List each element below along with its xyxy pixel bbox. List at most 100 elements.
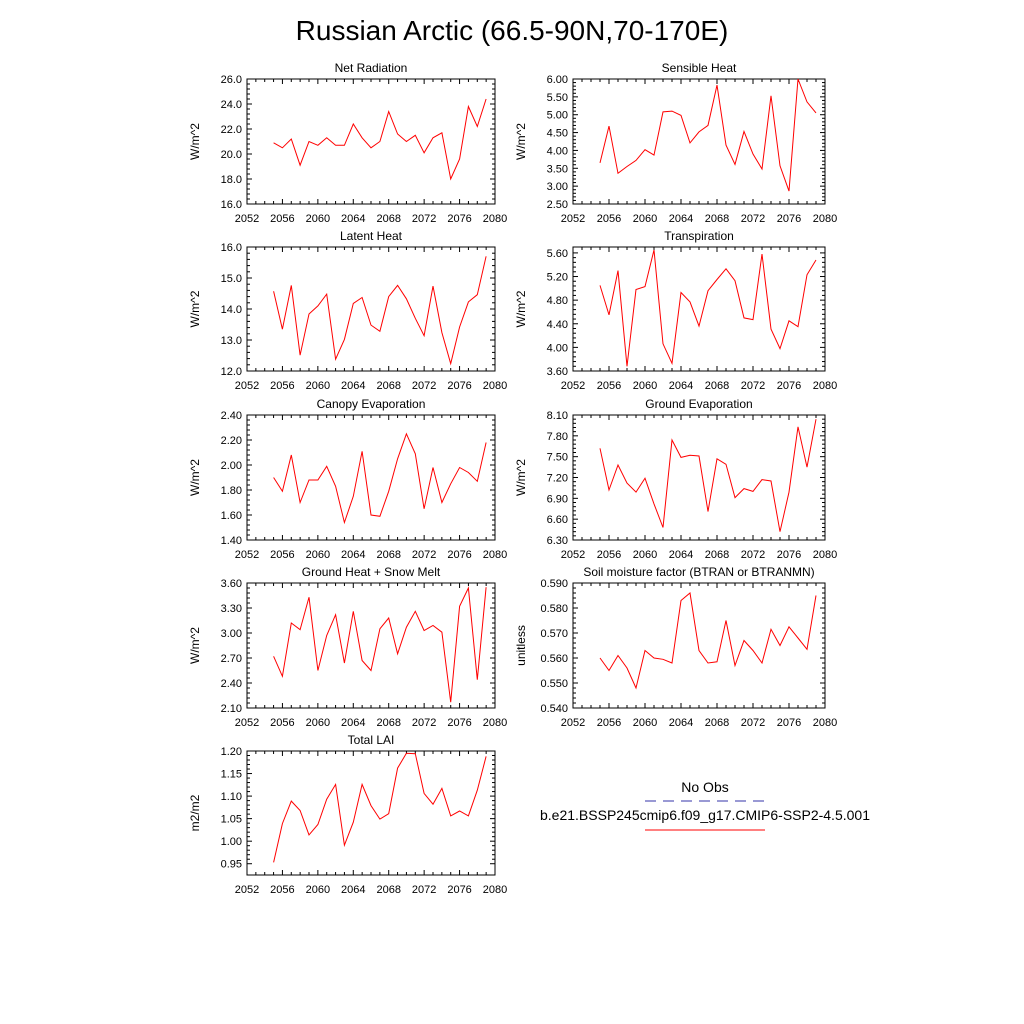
panel-title: Total LAI (348, 733, 395, 747)
y-tick-label: 5.50 (547, 92, 568, 104)
y-tick-label: 16.0 (221, 242, 242, 254)
x-tick-label: 2064 (669, 717, 693, 729)
y-tick-label: 22.0 (221, 124, 242, 136)
y-tick-label: 2.10 (221, 703, 242, 715)
y-tick-label: 16.0 (221, 199, 242, 211)
x-tick-label: 2052 (235, 717, 259, 729)
x-tick-label: 2060 (306, 213, 330, 225)
y-tick-label: 3.60 (221, 578, 242, 590)
x-tick-label: 2076 (447, 549, 471, 561)
x-tick-label: 2056 (270, 380, 294, 392)
panel-5: Canopy Evaporation W/m^2 2052 2056 2060 2064 2… (188, 397, 507, 561)
y-tick-label: 0.95 (221, 859, 242, 871)
x-tick-label: 2060 (633, 549, 657, 561)
y-axis-label: W/m^2 (514, 123, 528, 160)
y-tick-label: 6.90 (547, 493, 568, 505)
y-tick-label: 2.40 (221, 410, 242, 422)
x-tick-label: 2056 (270, 717, 294, 729)
y-tick-label: 1.20 (221, 746, 242, 758)
x-tick-label: 2064 (341, 213, 365, 225)
x-tick-label: 2060 (306, 380, 330, 392)
y-axis-label: W/m^2 (188, 123, 202, 160)
x-tick-label: 2060 (306, 549, 330, 561)
x-tick-label: 2056 (270, 884, 294, 896)
x-tick-label: 2080 (813, 717, 837, 729)
y-tick-label: 6.00 (547, 74, 568, 86)
x-tick-label: 2072 (412, 717, 436, 729)
legend: No Obs b.e21.BSSP245cmip6.f09_g17.CMIP6-… (540, 779, 870, 831)
x-tick-label: 2080 (813, 549, 837, 561)
x-tick-label: 2076 (447, 213, 471, 225)
y-tick-label: 0.570 (540, 628, 568, 640)
y-tick-label: 0.580 (540, 603, 568, 615)
x-tick-label: 2052 (561, 549, 585, 561)
plot-frame (246, 78, 496, 205)
panel-title: Transpiration (664, 229, 734, 243)
series-line-model (599, 419, 817, 532)
y-tick-label: 24.0 (221, 99, 242, 111)
legend-label-model: b.e21.BSSP245cmip6.f09_g17.CMIP6-SSP2-4.… (540, 807, 870, 823)
y-tick-label: 14.0 (221, 304, 242, 316)
y-tick-label: 1.10 (221, 791, 242, 803)
y-tick-label: 15.0 (221, 273, 242, 285)
panel-7: Ground Heat + Snow Melt W/m^2 2052 2056 2060… (188, 565, 507, 729)
x-tick-label: 2068 (705, 549, 729, 561)
x-tick-label: 2056 (597, 549, 621, 561)
y-tick-label: 4.40 (547, 319, 568, 331)
y-tick-label: 0.540 (540, 703, 568, 715)
y-tick-label: 7.50 (547, 452, 568, 464)
x-tick-label: 2068 (376, 380, 400, 392)
x-tick-label: 2056 (597, 213, 621, 225)
panel-8: Soil moisture factor (BTRAN or BTRANMN) u… (514, 565, 837, 729)
x-tick-label: 2068 (705, 380, 729, 392)
x-tick-label: 2052 (561, 717, 585, 729)
x-tick-label: 2052 (235, 884, 259, 896)
x-tick-label: 2060 (306, 717, 330, 729)
x-tick-label: 2076 (777, 213, 801, 225)
plot-frame (246, 750, 496, 876)
x-tick-label: 2052 (561, 213, 585, 225)
y-tick-label: 1.15 (221, 769, 242, 781)
x-tick-label: 2068 (376, 717, 400, 729)
y-tick-label: 7.80 (547, 431, 568, 443)
x-tick-label: 2080 (813, 213, 837, 225)
y-tick-label: 4.00 (547, 145, 568, 157)
series-line-model (599, 78, 817, 192)
series-line-model (599, 592, 817, 690)
x-tick-label: 2056 (270, 213, 294, 225)
y-tick-label: 2.70 (221, 653, 242, 665)
y-tick-label: 3.50 (547, 163, 568, 175)
y-tick-label: 2.50 (547, 199, 568, 211)
x-tick-label: 2052 (235, 549, 259, 561)
y-tick-label: 0.560 (540, 653, 568, 665)
y-tick-label: 1.60 (221, 510, 242, 522)
series-line-model (273, 256, 487, 366)
x-tick-label: 2060 (306, 884, 330, 896)
panel-3: Latent Heat W/m^2 2052 2056 2060 2064 2068 2072… (188, 229, 507, 392)
y-tick-label: 5.00 (547, 110, 568, 122)
y-tick-label: 2.00 (221, 460, 242, 472)
y-axis-label: W/m^2 (188, 290, 202, 327)
x-tick-label: 2068 (705, 717, 729, 729)
plot-frame (246, 582, 496, 709)
x-tick-label: 2064 (669, 213, 693, 225)
x-tick-label: 2056 (597, 380, 621, 392)
panel-title: Ground Heat + Snow Melt (302, 565, 441, 579)
series-line-model (599, 249, 817, 367)
y-axis-label: W/m^2 (188, 627, 202, 664)
x-tick-label: 2080 (483, 380, 507, 392)
y-tick-label: 0.550 (540, 678, 568, 690)
x-tick-label: 2076 (447, 884, 471, 896)
plot-frame (572, 414, 826, 541)
x-tick-label: 2076 (777, 549, 801, 561)
x-tick-label: 2060 (633, 717, 657, 729)
x-tick-label: 2080 (483, 884, 507, 896)
y-axis-label: W/m^2 (514, 290, 528, 327)
panel-title: Ground Evaporation (645, 397, 752, 411)
x-tick-label: 2068 (376, 884, 400, 896)
x-tick-label: 2056 (597, 717, 621, 729)
y-tick-label: 1.05 (221, 814, 242, 826)
x-tick-label: 2072 (412, 213, 436, 225)
x-tick-label: 2068 (376, 213, 400, 225)
x-tick-label: 2080 (483, 549, 507, 561)
